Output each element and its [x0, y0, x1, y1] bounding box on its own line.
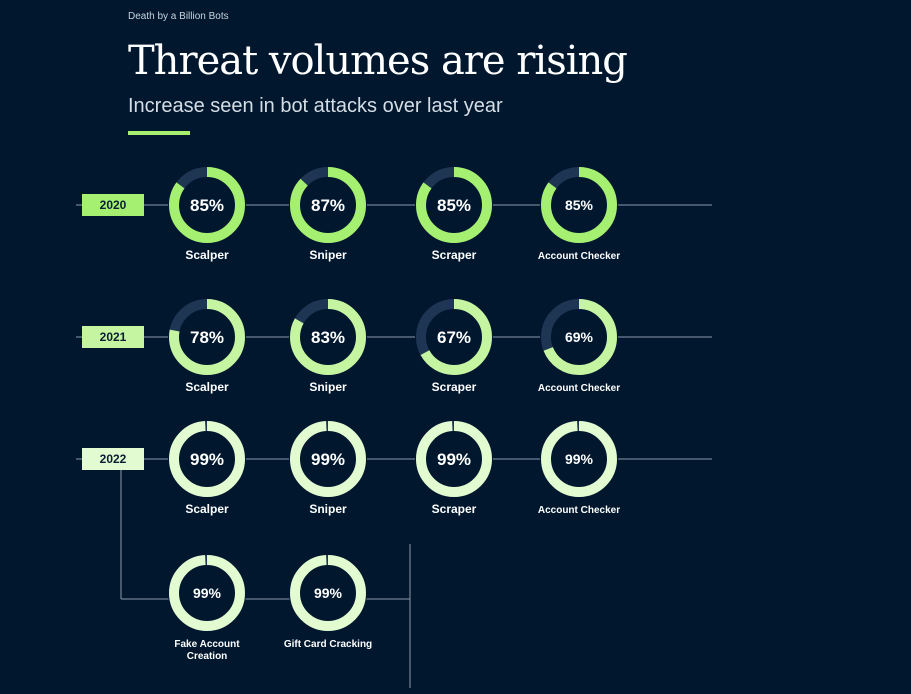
donut-2022-sniper: 99% Sniper [289, 420, 367, 516]
donut-category-label: Sniper [309, 502, 347, 516]
donut-value-arc [541, 421, 617, 497]
donut-value-label: 99% [311, 450, 345, 469]
donut-value-arc [541, 167, 617, 243]
year-badge-2020 [82, 194, 144, 216]
page-subtitle: Increase seen in bot attacks over last y… [128, 95, 503, 117]
donut-value-label: 78% [190, 328, 224, 347]
year-badge-2022 [82, 448, 144, 470]
donut-value-arc [290, 555, 366, 631]
donut-2022-account-checker: 99% Account Checker [538, 420, 620, 516]
donut-bg [415, 298, 493, 376]
donut-2021-scraper: 67% Scraper [415, 298, 493, 394]
donut-category-label: Scalper [185, 248, 229, 262]
donut-category-label: Scraper [432, 380, 477, 394]
donut-category-label: Creation [187, 651, 228, 662]
donut-2020-sniper: 87% Sniper [289, 166, 367, 262]
donut-value-arc [290, 167, 366, 243]
year-label-2021: 2021 [100, 330, 127, 344]
donut-2021-account-checker: 69% Account Checker [538, 298, 620, 394]
donut-value-arc [541, 299, 617, 375]
donut-value-arc [290, 299, 366, 375]
donut-value-label: 87% [311, 196, 345, 215]
donut-2020-account-checker: 85% Account Checker [538, 166, 620, 262]
donut-value-arc [169, 421, 245, 497]
donut-category-label: Gift Card Cracking [284, 639, 372, 650]
year-label-2022: 2022 [100, 452, 127, 466]
donut-value-label: 99% [437, 450, 471, 469]
donut-value-label: 99% [565, 451, 594, 467]
donut-value-arc [169, 167, 245, 243]
donut-value-arc [416, 421, 492, 497]
donut-category-label: Fake Account [174, 639, 240, 650]
donut-2022-scalper: 99% Scalper [168, 420, 246, 516]
donut-value-label: 69% [565, 329, 594, 345]
donut-value-label: 83% [311, 328, 345, 347]
donut-bg [168, 420, 246, 498]
donut-bg [540, 298, 618, 376]
donut-value-label: 99% [314, 585, 343, 601]
kicker: Death by a Billion Bots [128, 11, 229, 22]
donut-bg [168, 166, 246, 244]
donut-2022-scraper: 99% Scraper [415, 420, 493, 516]
donut-value-label: 67% [437, 328, 471, 347]
donut-2020-scraper: 85% Scraper [415, 166, 493, 262]
donut-2020-scalper: 85% Scalper [168, 166, 246, 262]
donut-2021-sniper: 83% Sniper [289, 298, 367, 394]
donut-value-arc [169, 299, 245, 375]
donut-bg [540, 166, 618, 244]
donut-category-label: Sniper [309, 380, 347, 394]
donut-bg [168, 554, 246, 632]
donut-bg [540, 420, 618, 498]
donut-value-arc [416, 167, 492, 243]
page-title: Threat volumes are rising [128, 38, 628, 84]
donut-value-arc [169, 555, 245, 631]
donut-category-label: Account Checker [538, 505, 620, 516]
donut-category-label: Account Checker [538, 383, 620, 394]
donut-bg [289, 554, 367, 632]
donut-value-arc [416, 299, 492, 375]
donut-bg [289, 298, 367, 376]
donut-bg [415, 166, 493, 244]
donut-bg [168, 298, 246, 376]
donut-value-label: 85% [565, 197, 594, 213]
donut-category-label: Sniper [309, 248, 347, 262]
year-badge-2021 [82, 326, 144, 348]
donut-value-label: 99% [193, 585, 222, 601]
donut-value-label: 85% [437, 196, 471, 215]
year-label-2020: 2020 [100, 198, 127, 212]
donut-value-label: 85% [190, 196, 224, 215]
donut-2022-gift-card-cracking: 99% Gift Card Cracking [284, 554, 372, 650]
donut-category-label: Scraper [432, 502, 477, 516]
donut-category-label: Scalper [185, 502, 229, 516]
donut-bg [415, 420, 493, 498]
donut-bg [289, 166, 367, 244]
donut-category-label: Scraper [432, 248, 477, 262]
accent-bar [128, 131, 190, 135]
donut-category-label: Account Checker [538, 251, 620, 262]
donut-value-arc [290, 421, 366, 497]
donut-value-label: 99% [190, 450, 224, 469]
donut-bg [289, 420, 367, 498]
donut-2021-scalper: 78% Scalper [168, 298, 246, 394]
donut-category-label: Scalper [185, 380, 229, 394]
